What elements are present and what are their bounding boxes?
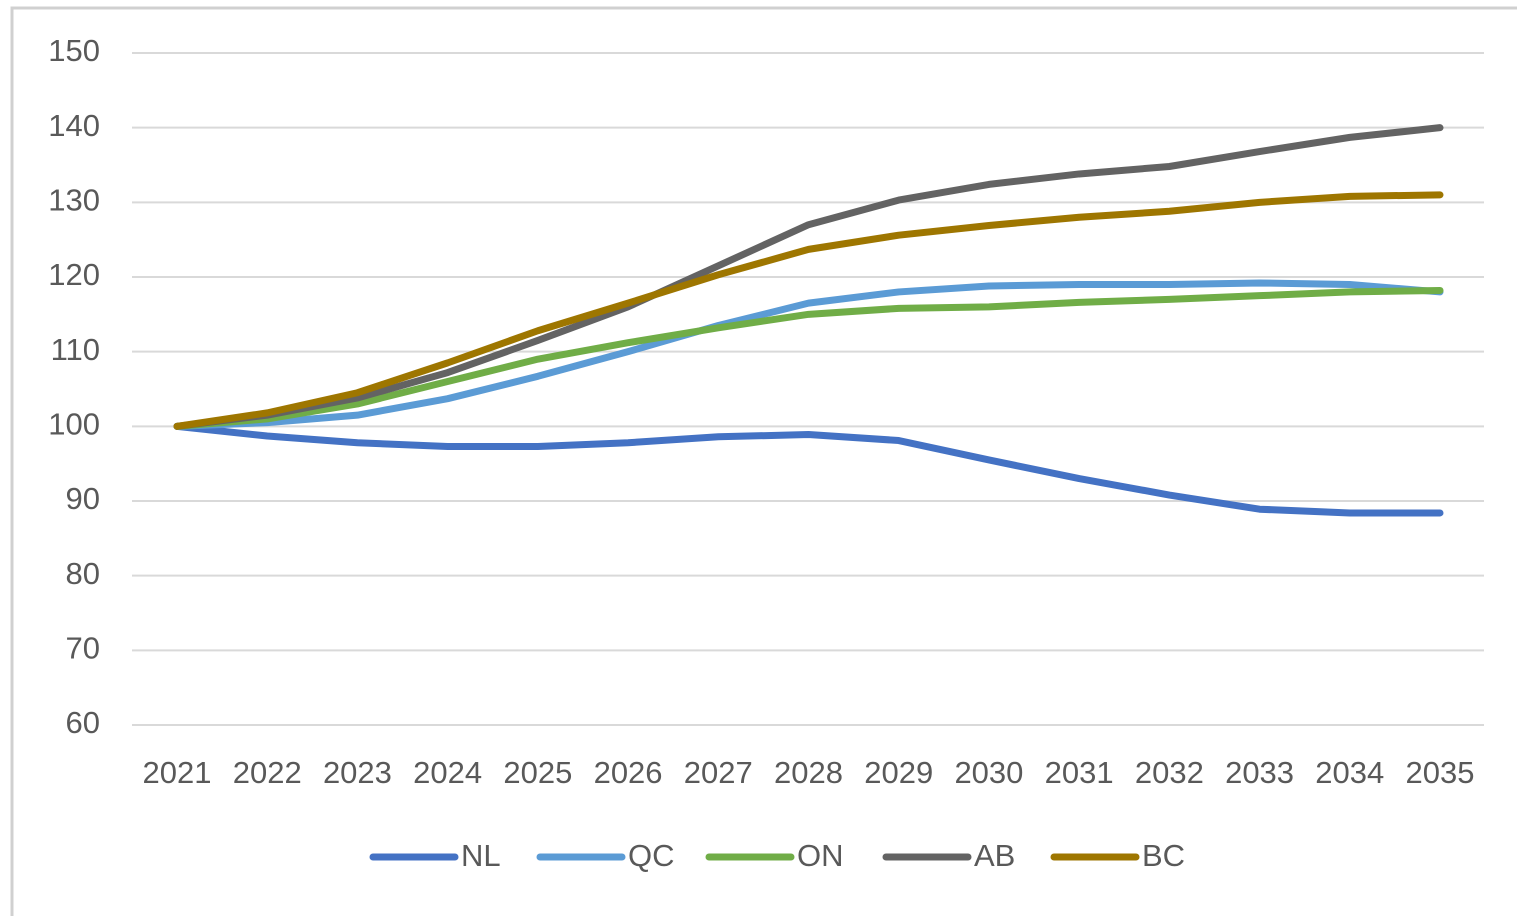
x-tick-label: 2035 [1406,755,1475,790]
y-tick-label: 60 [66,705,100,740]
y-tick-label: 140 [48,108,100,143]
y-tick-label: 90 [66,481,100,516]
series-line [173,422,1444,517]
y-tick-label: 120 [48,257,100,292]
series-line [173,124,1444,430]
legend-label: NL [461,838,501,873]
x-tick-label: 2033 [1225,755,1294,790]
x-tick-label: 2021 [143,755,212,790]
x-tick-label: 2034 [1315,755,1384,790]
x-tick-label: 2032 [1135,755,1204,790]
series-line [173,279,1444,430]
x-tick-label: 2028 [774,755,843,790]
x-tick-label: 2023 [323,755,392,790]
y-tick-label: 130 [48,183,100,218]
legend-label: AB [974,838,1015,873]
chart-frame [10,6,1517,916]
y-tick-label: 110 [51,332,100,367]
x-tick-label: 2031 [1045,755,1114,790]
x-tick-label: 2022 [233,755,302,790]
y-tick-label: 80 [66,556,100,591]
y-tick-label: 70 [66,631,100,666]
y-tick-label: 150 [48,33,100,68]
series-line [173,286,1444,430]
legend-label: ON [797,838,844,873]
x-tick-label: 2029 [864,755,933,790]
y-tick-label: 100 [48,407,100,442]
x-tick-label: 2024 [413,755,482,790]
x-tick-label: 2026 [594,755,663,790]
x-tick-label: 2027 [684,755,753,790]
legend-label: BC [1142,838,1185,873]
x-tick-label: 2025 [503,755,572,790]
series-line [173,191,1444,430]
legend-label: QC [628,838,675,873]
x-tick-label: 2030 [954,755,1023,790]
